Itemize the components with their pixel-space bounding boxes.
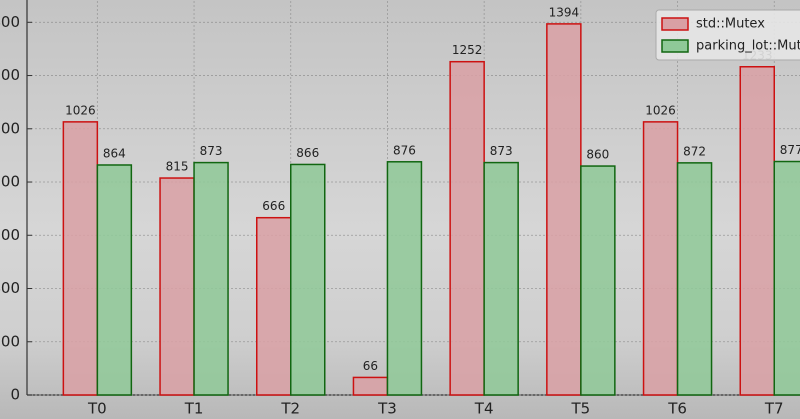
bar <box>546 23 582 396</box>
value-label: 864 <box>103 146 126 160</box>
bar <box>96 164 133 396</box>
value-label: 1394 <box>549 5 580 19</box>
legend-box <box>655 9 800 61</box>
legend-swatch <box>661 17 689 31</box>
x-tick-label: T7 <box>764 400 784 418</box>
value-label: 666 <box>262 199 285 213</box>
legend-label: parking_lot::Mutex <box>696 39 800 54</box>
value-label: 1252 <box>452 43 483 57</box>
y-tick-label: 200 <box>0 332 20 350</box>
bar <box>256 216 292 396</box>
value-label: 872 <box>683 144 706 158</box>
bar <box>483 161 519 396</box>
x-tick-label: T0 <box>87 400 107 418</box>
value-label: 66 <box>363 359 378 373</box>
bar <box>580 165 616 396</box>
x-tick-label: T1 <box>184 400 204 418</box>
bar <box>739 66 775 396</box>
value-label: 815 <box>166 160 189 174</box>
y-tick-label: 0 <box>10 386 20 404</box>
bar <box>642 121 679 396</box>
bar <box>193 161 229 396</box>
bar <box>449 60 485 396</box>
value-label: 1026 <box>645 103 676 117</box>
bar <box>386 161 423 396</box>
value-label: 873 <box>200 144 223 158</box>
x-tick-label: T5 <box>570 400 590 418</box>
y-tick-label: 1000 <box>0 119 20 137</box>
value-label: 860 <box>586 148 609 162</box>
x-tick-label: T2 <box>280 400 300 418</box>
bar <box>62 121 99 396</box>
bar <box>352 376 389 396</box>
legend-label: std::Mutex <box>696 17 765 32</box>
y-tick-label: 800 <box>0 173 20 191</box>
bar <box>676 162 713 396</box>
x-tick-label: T3 <box>377 400 397 418</box>
bar <box>290 163 326 396</box>
y-tick-label: 1400 <box>0 13 20 31</box>
legend-swatch <box>661 39 689 53</box>
x-tick-label: T6 <box>667 400 687 418</box>
value-label: 866 <box>296 146 319 160</box>
y-tick-label: 1200 <box>0 66 20 84</box>
value-label: 1026 <box>65 103 96 117</box>
value-label: 873 <box>490 144 513 158</box>
bar <box>159 177 195 396</box>
value-label: 877 <box>780 143 800 157</box>
x-tick-label: T4 <box>474 400 494 418</box>
y-tick-label: 600 <box>0 226 20 244</box>
bar <box>773 160 800 396</box>
value-label: 876 <box>393 143 416 157</box>
y-tick-label: 400 <box>0 279 20 297</box>
